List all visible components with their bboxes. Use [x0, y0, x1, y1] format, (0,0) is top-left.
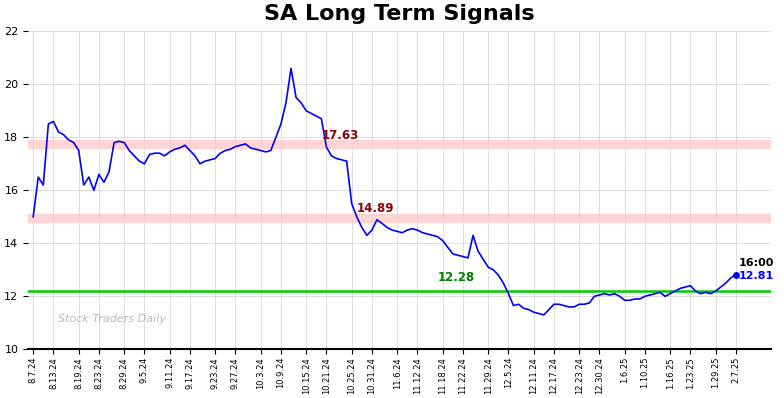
Text: 12.28: 12.28: [437, 271, 475, 284]
Text: Stock Traders Daily: Stock Traders Daily: [58, 314, 166, 324]
Text: 12.81: 12.81: [739, 271, 774, 281]
Text: 16:00: 16:00: [739, 258, 774, 268]
Title: SA Long Term Signals: SA Long Term Signals: [264, 4, 535, 24]
Text: 17.63: 17.63: [321, 129, 358, 142]
Bar: [28, 214, 771, 222]
Bar: [28, 140, 771, 148]
Text: 14.89: 14.89: [357, 202, 394, 215]
